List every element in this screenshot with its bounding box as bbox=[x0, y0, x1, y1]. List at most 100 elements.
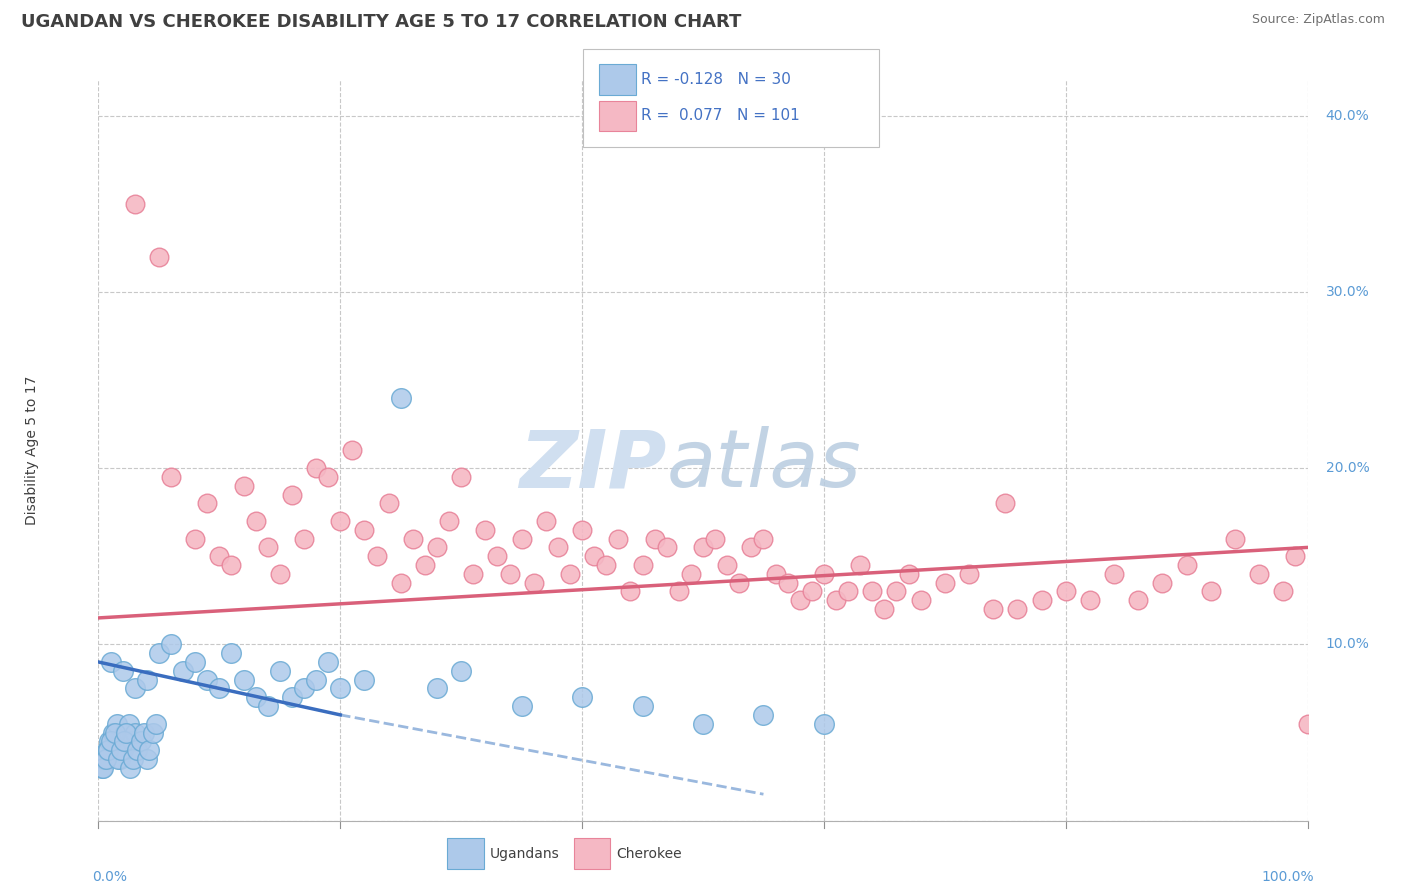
Point bbox=[474, 523, 496, 537]
Point bbox=[740, 541, 762, 555]
Point bbox=[208, 549, 231, 564]
Point bbox=[765, 566, 787, 581]
Point bbox=[534, 514, 557, 528]
Point bbox=[849, 558, 872, 572]
Point bbox=[800, 584, 823, 599]
Text: Cherokee: Cherokee bbox=[616, 847, 682, 861]
Point bbox=[813, 566, 835, 581]
Point bbox=[486, 549, 509, 564]
Point bbox=[1128, 593, 1150, 607]
Point bbox=[100, 734, 122, 748]
Point bbox=[728, 575, 751, 590]
Point bbox=[366, 549, 388, 564]
Point bbox=[110, 743, 132, 757]
Text: R =  0.077   N = 101: R = 0.077 N = 101 bbox=[641, 109, 800, 123]
Point bbox=[1054, 584, 1077, 599]
Point bbox=[886, 584, 908, 599]
Point bbox=[114, 725, 136, 739]
Point bbox=[716, 558, 738, 572]
Point bbox=[256, 541, 278, 555]
Point bbox=[115, 725, 138, 739]
Point bbox=[498, 566, 520, 581]
Point bbox=[269, 664, 291, 678]
Point bbox=[292, 532, 315, 546]
Point bbox=[329, 681, 352, 696]
Point bbox=[1152, 575, 1174, 590]
Point bbox=[897, 566, 920, 581]
Point bbox=[107, 752, 129, 766]
Point bbox=[1284, 549, 1306, 564]
Point bbox=[245, 690, 267, 705]
Point bbox=[789, 593, 811, 607]
Point bbox=[389, 575, 412, 590]
Point bbox=[232, 479, 254, 493]
Point bbox=[96, 743, 118, 757]
Point bbox=[1272, 584, 1295, 599]
Point bbox=[1102, 566, 1125, 581]
Point bbox=[138, 743, 160, 757]
Point bbox=[873, 602, 896, 616]
Text: Source: ZipAtlas.com: Source: ZipAtlas.com bbox=[1251, 13, 1385, 27]
Point bbox=[571, 523, 593, 537]
Point bbox=[134, 725, 156, 739]
Point bbox=[1175, 558, 1198, 572]
Point bbox=[145, 716, 167, 731]
Point bbox=[105, 716, 128, 731]
Point bbox=[679, 566, 702, 581]
Point bbox=[692, 541, 714, 555]
Text: UGANDAN VS CHEROKEE DISABILITY AGE 5 TO 17 CORRELATION CHART: UGANDAN VS CHEROKEE DISABILITY AGE 5 TO … bbox=[21, 13, 741, 31]
Point bbox=[1078, 593, 1101, 607]
Point bbox=[118, 761, 141, 775]
Point bbox=[316, 655, 339, 669]
Point bbox=[825, 593, 848, 607]
Point bbox=[426, 541, 449, 555]
Point bbox=[124, 681, 146, 696]
Point bbox=[463, 566, 485, 581]
Point bbox=[305, 461, 328, 475]
Point bbox=[195, 496, 218, 510]
Point bbox=[413, 558, 436, 572]
Point bbox=[292, 681, 315, 696]
Point bbox=[752, 532, 775, 546]
Point bbox=[195, 673, 218, 687]
Point bbox=[752, 707, 775, 722]
Text: 10.0%: 10.0% bbox=[1326, 638, 1369, 651]
Text: 100.0%: 100.0% bbox=[1261, 870, 1313, 884]
Point bbox=[129, 734, 152, 748]
Point bbox=[104, 725, 127, 739]
Point bbox=[118, 716, 141, 731]
Point bbox=[571, 690, 593, 705]
Point bbox=[121, 734, 143, 748]
Point bbox=[269, 566, 291, 581]
Point bbox=[910, 593, 932, 607]
Point bbox=[124, 725, 146, 739]
Text: 20.0%: 20.0% bbox=[1326, 461, 1369, 475]
Point bbox=[1199, 584, 1222, 599]
Point bbox=[981, 602, 1004, 616]
Point bbox=[100, 655, 122, 669]
Point bbox=[160, 470, 183, 484]
Point bbox=[631, 558, 654, 572]
Point bbox=[1296, 716, 1319, 731]
Point bbox=[692, 716, 714, 731]
Point bbox=[148, 646, 170, 660]
Text: 30.0%: 30.0% bbox=[1326, 285, 1369, 299]
Point bbox=[108, 752, 131, 766]
Point bbox=[245, 514, 267, 528]
Point bbox=[353, 523, 375, 537]
Point bbox=[934, 575, 956, 590]
Point bbox=[607, 532, 630, 546]
Point bbox=[389, 391, 412, 405]
Point bbox=[101, 725, 124, 739]
Point bbox=[135, 752, 157, 766]
Point bbox=[122, 752, 145, 766]
Point bbox=[148, 250, 170, 264]
Point bbox=[583, 549, 606, 564]
Point bbox=[111, 743, 134, 757]
Point bbox=[644, 532, 666, 546]
Point bbox=[704, 532, 727, 546]
Text: Ugandans: Ugandans bbox=[489, 847, 560, 861]
Point bbox=[142, 725, 165, 739]
Point bbox=[437, 514, 460, 528]
Point bbox=[1007, 602, 1029, 616]
